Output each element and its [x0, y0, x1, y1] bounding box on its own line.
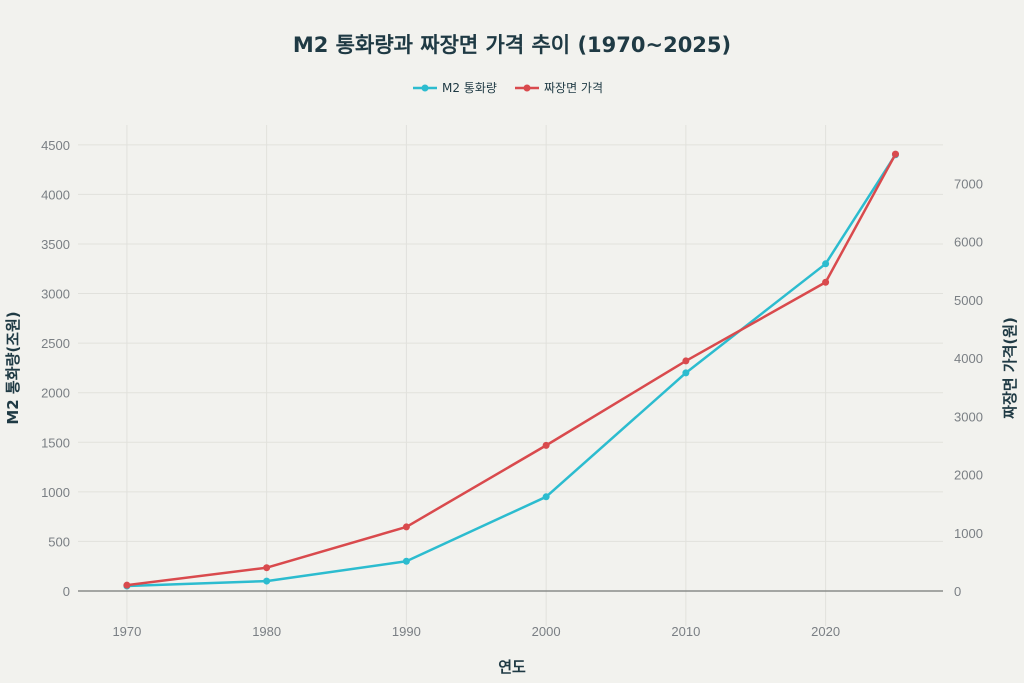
y-right-tick-label: 2000 [954, 468, 983, 483]
series-line-jjajang [126, 153, 897, 587]
chart-title: M2 통화량과 짜장면 가격 추이 (1970~2025) [293, 33, 731, 57]
y-left-tick-label: 1000 [41, 485, 70, 500]
legend-label-m2: M2 통화량 [442, 81, 497, 95]
y-axis-right-label: 짜장면 가격(원) [1001, 317, 1019, 419]
data-point-jjajang [891, 150, 899, 158]
y-left-tick-label: 2000 [41, 386, 70, 401]
x-tick-label: 2020 [811, 624, 840, 639]
data-point-m2 [682, 369, 690, 377]
y-right-tick-label: 5000 [954, 293, 983, 308]
y-axis-left-label: M2 통화량(조원) [4, 311, 22, 424]
y-right-tick-label: 4000 [954, 351, 983, 366]
data-point-jjajang [822, 278, 830, 286]
y-left-tick-label: 4000 [41, 187, 70, 202]
data-point-jjajang [542, 441, 550, 449]
y-right-tick-label: 0 [954, 584, 961, 599]
data-point-m2 [542, 493, 550, 501]
x-tick-label: 2010 [671, 624, 700, 639]
data-point-m2 [402, 557, 410, 565]
y-left-tick-label: 1500 [41, 435, 70, 450]
data-point-jjajang [682, 357, 690, 365]
data-point-jjajang [263, 564, 271, 572]
y-left-tick-label: 4500 [41, 138, 70, 153]
legend-marker-jjajang [523, 84, 531, 92]
y-right-tick-label: 6000 [954, 235, 983, 250]
data-point-m2 [263, 577, 271, 585]
data-point-m2 [822, 260, 830, 268]
legend-marker-m2 [421, 84, 429, 92]
grid [78, 125, 943, 626]
y-left-tick-label: 3000 [41, 287, 70, 302]
y-left-tick-label: 500 [48, 534, 70, 549]
data-point-jjajang [123, 581, 131, 589]
x-axis-label: 연도 [498, 658, 526, 676]
data-point-jjajang [402, 523, 410, 531]
y-left-tick-label: 3500 [41, 237, 70, 252]
ticks: 1970 1980 1990 2000 2010 2020 0 500 1000 1500 2000… [41, 138, 983, 639]
x-tick-label: 1970 [112, 624, 141, 639]
y-right-tick-label: 7000 [954, 176, 983, 191]
x-tick-label: 2000 [532, 624, 561, 639]
legend-label-jjajang: 짜장면 가격 [544, 81, 603, 95]
series [123, 150, 899, 590]
y-right-tick-label: 3000 [954, 409, 983, 424]
y-left-tick-label: 0 [63, 584, 70, 599]
x-tick-label: 1980 [252, 624, 281, 639]
y-left-tick-label: 2500 [41, 336, 70, 351]
series-line-m2 [126, 154, 897, 588]
legend: M2 통화량 짜장면 가격 [413, 81, 603, 95]
x-tick-label: 1990 [392, 624, 421, 639]
y-right-tick-label: 1000 [954, 526, 983, 541]
